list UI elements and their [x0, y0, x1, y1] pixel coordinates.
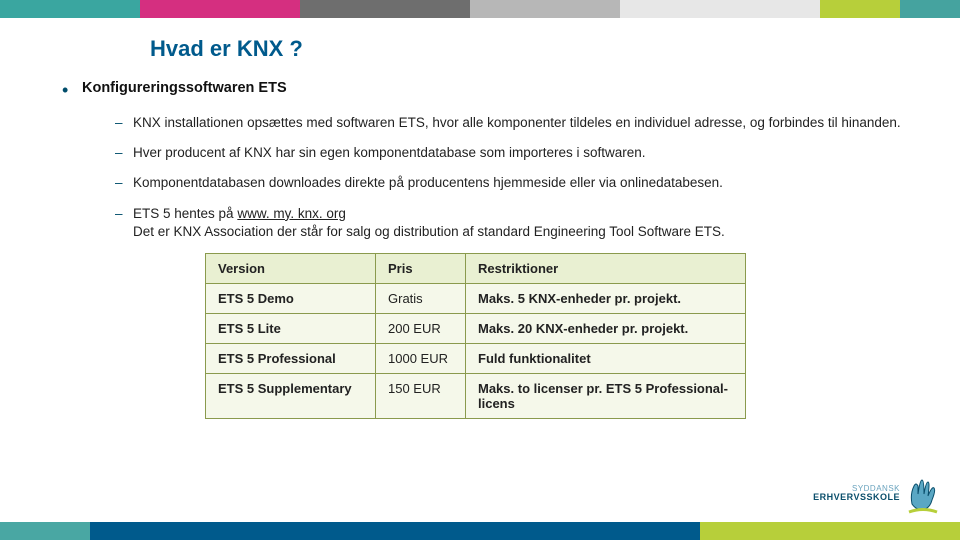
- bottombar-segment: [90, 522, 700, 540]
- dash-icon: –: [115, 205, 133, 223]
- topbar-segment: [140, 0, 300, 18]
- content-area: • Konfigureringssoftwaren ETS –KNX insta…: [60, 80, 910, 419]
- bullet-level1: • Konfigureringssoftwaren ETS: [60, 80, 910, 100]
- table-cell: 200 EUR: [376, 314, 466, 344]
- bullet-dot-icon: •: [60, 80, 82, 100]
- table-cell: 150 EUR: [376, 374, 466, 419]
- sub-bullet-text: Hver producent af KNX har sin egen kompo…: [133, 144, 910, 162]
- table-cell: ETS 5 Demo: [206, 284, 376, 314]
- table-header-row: VersionPrisRestriktioner: [206, 254, 746, 284]
- table-cell: Fuld funktionalitet: [466, 344, 746, 374]
- table-cell: ETS 5 Professional: [206, 344, 376, 374]
- pricing-table: VersionPrisRestriktioner ETS 5 DemoGrati…: [205, 253, 746, 419]
- dash-icon: –: [115, 144, 133, 162]
- table-row: ETS 5 DemoGratisMaks. 5 KNX-enheder pr. …: [206, 284, 746, 314]
- table-cell: Maks. 20 KNX-enheder pr. projekt.: [466, 314, 746, 344]
- sub-bullet-text: ETS 5 hentes på www. my. knx. orgDet er …: [133, 205, 910, 241]
- logo-hand-icon: [906, 474, 940, 514]
- sub-bullet: –Hver producent af KNX har sin egen komp…: [115, 144, 910, 162]
- topbar-segment: [620, 0, 820, 18]
- logo-text: SYDDANSK ERHVERVSSKOLE: [813, 485, 900, 503]
- topbar-segment: [900, 0, 960, 18]
- table-cell: Maks. 5 KNX-enheder pr. projekt.: [466, 284, 746, 314]
- table-row: ETS 5 Lite200 EURMaks. 20 KNX-enheder pr…: [206, 314, 746, 344]
- table-cell: ETS 5 Supplementary: [206, 374, 376, 419]
- sub-bullet-text: Komponentdatabasen downloades direkte på…: [133, 174, 910, 192]
- table-row: ETS 5 Supplementary150 EURMaks. to licen…: [206, 374, 746, 419]
- sub-bullet: –KNX installationen opsættes med softwar…: [115, 114, 910, 132]
- table-body: ETS 5 DemoGratisMaks. 5 KNX-enheder pr. …: [206, 284, 746, 419]
- footer-logo: SYDDANSK ERHVERVSSKOLE: [820, 466, 940, 522]
- table-header-cell: Restriktioner: [466, 254, 746, 284]
- table-cell: 1000 EUR: [376, 344, 466, 374]
- dash-icon: –: [115, 174, 133, 192]
- table-row: ETS 5 Professional1000 EURFuld funktiona…: [206, 344, 746, 374]
- logo-line2: ERHVERVSSKOLE: [813, 493, 900, 502]
- table-cell: Maks. to licenser pr. ETS 5 Professional…: [466, 374, 746, 419]
- table-cell: Gratis: [376, 284, 466, 314]
- slide-title: Hvad er KNX ?: [150, 36, 960, 62]
- bottombar-segment: [700, 522, 960, 540]
- table-header-cell: Pris: [376, 254, 466, 284]
- sub-bullet-list: –KNX installationen opsættes med softwar…: [115, 114, 910, 241]
- top-accent-bar: [0, 0, 960, 18]
- ets-download-link[interactable]: www. my. knx. org: [237, 206, 346, 221]
- sub-bullet: –ETS 5 hentes på www. my. knx. orgDet er…: [115, 205, 910, 241]
- topbar-segment: [0, 0, 140, 18]
- topbar-segment: [300, 0, 470, 18]
- bottombar-segment: [0, 522, 90, 540]
- topbar-segment: [820, 0, 900, 18]
- topbar-segment: [470, 0, 620, 18]
- sub-bullet-text: KNX installationen opsættes med software…: [133, 114, 910, 132]
- table-cell: ETS 5 Lite: [206, 314, 376, 344]
- bottom-accent-bar: [0, 522, 960, 540]
- bullet-level1-text: Konfigureringssoftwaren ETS: [82, 80, 287, 96]
- sub-bullet: –Komponentdatabasen downloades direkte p…: [115, 174, 910, 192]
- dash-icon: –: [115, 114, 133, 132]
- table-header-cell: Version: [206, 254, 376, 284]
